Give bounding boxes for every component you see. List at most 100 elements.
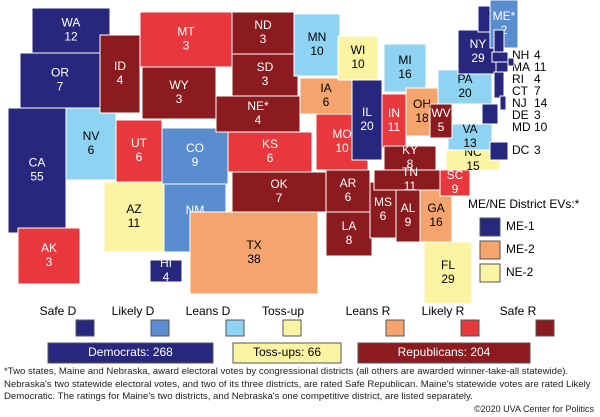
state-abbr: MT bbox=[177, 25, 195, 39]
state-abbr: AR bbox=[340, 176, 357, 190]
state bbox=[227, 131, 313, 173]
state bbox=[293, 13, 341, 77]
state-abbr: PA bbox=[457, 72, 472, 86]
state-ev: 38 bbox=[247, 252, 261, 266]
district-name: ME-2 bbox=[506, 242, 535, 256]
state bbox=[103, 181, 165, 253]
state bbox=[31, 7, 111, 54]
state-ev: 11 bbox=[128, 216, 141, 230]
state-ev: 3 bbox=[183, 39, 190, 53]
legend-swatch bbox=[282, 319, 302, 337]
state-abbr: OH bbox=[413, 97, 431, 111]
state-ev: 9 bbox=[405, 215, 412, 229]
state-abbr: CA bbox=[29, 156, 46, 170]
state-abbr: LA bbox=[342, 219, 357, 233]
legend-label: Likely R bbox=[422, 304, 465, 318]
state-abbr: AL bbox=[401, 201, 416, 215]
state-ev: 20 bbox=[360, 119, 374, 133]
district-swatch bbox=[479, 263, 501, 283]
state bbox=[437, 69, 493, 105]
state bbox=[115, 119, 163, 183]
state bbox=[495, 61, 509, 73]
state-ev: 4 bbox=[163, 270, 170, 284]
state-abbr: UT bbox=[131, 136, 148, 150]
state bbox=[215, 95, 301, 133]
state-ev: 10 bbox=[310, 44, 324, 58]
total-bar bbox=[232, 342, 342, 364]
state bbox=[351, 79, 383, 161]
state-abbr: DC bbox=[512, 143, 530, 157]
state bbox=[507, 57, 515, 67]
state bbox=[395, 189, 421, 243]
state-abbr: IN bbox=[388, 106, 400, 120]
state-ev: 16 bbox=[429, 215, 443, 229]
state-ev: 29 bbox=[471, 51, 485, 65]
total-label: Republicans: 204 bbox=[398, 345, 491, 359]
state-ev: 11 bbox=[534, 60, 547, 74]
district-name: NE-2 bbox=[506, 265, 534, 279]
state-ev: 55 bbox=[30, 170, 44, 184]
state-abbr: NE* bbox=[247, 99, 269, 113]
state-abbr: AZ bbox=[126, 202, 141, 216]
state-ev: 4 bbox=[255, 113, 262, 127]
state-abbr: ME* bbox=[493, 9, 516, 23]
state-abbr: MI bbox=[398, 53, 411, 67]
state bbox=[383, 43, 427, 93]
state bbox=[493, 71, 505, 99]
state-ev: 18 bbox=[415, 111, 429, 125]
state-ev: 16 bbox=[398, 67, 412, 81]
state bbox=[493, 29, 505, 53]
state bbox=[337, 35, 379, 81]
state-ev: 3 bbox=[260, 32, 267, 46]
state-ev: 14 bbox=[534, 96, 548, 110]
legend-label: Toss-up bbox=[262, 304, 304, 318]
district-title: ME/NE District EVs:* bbox=[468, 197, 580, 211]
state-ev: 7 bbox=[534, 84, 541, 98]
state-abbr: KY bbox=[402, 143, 418, 157]
state-abbr: MA bbox=[512, 60, 530, 74]
state bbox=[99, 34, 141, 114]
state-ev: 3 bbox=[46, 255, 53, 269]
state-abbr: NY bbox=[470, 37, 487, 51]
state-ev: 10 bbox=[335, 141, 349, 155]
state-ev: 4 bbox=[534, 48, 541, 62]
state-ev: 3 bbox=[534, 143, 541, 157]
state bbox=[499, 95, 507, 111]
state-ev: 29 bbox=[441, 272, 455, 286]
state-ev: 20 bbox=[458, 86, 472, 100]
state-abbr: FL bbox=[441, 258, 455, 272]
district-swatch bbox=[479, 217, 501, 237]
state-ev: 8 bbox=[407, 157, 414, 171]
state-abbr: SD bbox=[257, 60, 274, 74]
district-name: ME-1 bbox=[506, 219, 535, 233]
state bbox=[139, 11, 233, 68]
state bbox=[457, 29, 499, 75]
state bbox=[189, 211, 319, 295]
state-ev: 3 bbox=[534, 108, 541, 122]
state-ev: 6 bbox=[345, 190, 352, 204]
state-ev: 9 bbox=[452, 182, 459, 196]
state-abbr: MS bbox=[374, 195, 392, 209]
district-swatch bbox=[479, 240, 501, 260]
state bbox=[141, 66, 217, 120]
state-ev: 9 bbox=[192, 155, 199, 169]
state-ev: 3 bbox=[262, 74, 269, 88]
state-abbr: NH bbox=[512, 48, 529, 62]
state-abbr: VA bbox=[462, 122, 477, 136]
state-abbr: TN bbox=[402, 165, 418, 179]
total-bar bbox=[47, 342, 214, 364]
state-ev: 5 bbox=[438, 120, 445, 134]
state-abbr: WA bbox=[62, 16, 81, 30]
legend-swatch bbox=[385, 319, 405, 337]
state bbox=[447, 123, 493, 151]
legend-label: Likely D bbox=[112, 304, 155, 318]
state bbox=[149, 259, 183, 283]
state bbox=[423, 241, 473, 305]
state-abbr: OR bbox=[51, 66, 69, 80]
state bbox=[381, 93, 407, 149]
legend-swatch bbox=[150, 319, 170, 337]
state-ev: 13 bbox=[463, 136, 477, 150]
state-ev: 4 bbox=[117, 73, 124, 87]
total-label: Toss-ups: 66 bbox=[253, 345, 321, 359]
